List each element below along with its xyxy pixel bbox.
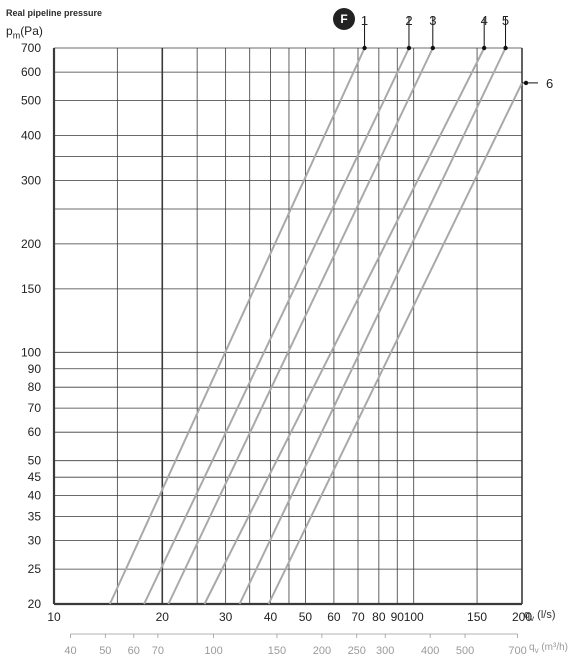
chart-title: Real pipeline pressure (6, 8, 103, 18)
y-tick-label: 25 (28, 562, 42, 576)
secondary-tick-label: 300 (376, 645, 394, 657)
y-tick-label: 90 (28, 362, 42, 376)
secondary-tick-label: 200 (313, 645, 331, 657)
series-line-1 (108, 47, 366, 605)
series-label-6: 6 (546, 76, 553, 91)
x-tick-label: 30 (219, 610, 233, 624)
series-label-1: 1 (361, 13, 368, 28)
secondary-tick-label: 500 (456, 645, 474, 657)
x-axis-unit-secondary: qv (m³/h) (529, 642, 569, 655)
series-line-6 (267, 82, 523, 605)
y-tick-label: 200 (21, 237, 41, 251)
secondary-tick-label: 40 (64, 645, 76, 657)
secondary-tick-label: 60 (128, 645, 140, 657)
series-label-4: 4 (481, 13, 488, 28)
secondary-tick-label: 100 (204, 645, 222, 657)
series-line-4 (203, 47, 486, 605)
x-tick-label: 200 (512, 610, 532, 624)
y-tick-label: 100 (21, 345, 41, 359)
y-tick-label: 40 (28, 489, 42, 503)
f-badge: F (333, 8, 355, 30)
x-tick-label: 20 (156, 610, 170, 624)
x-tick-label: 80 (372, 610, 386, 624)
y-tick-label: 20 (28, 597, 42, 611)
x-tick-label: 50 (299, 610, 313, 624)
series-marker-2 (406, 45, 412, 51)
secondary-tick-label: 150 (268, 645, 286, 657)
series-marker-5 (503, 45, 508, 51)
series-label-2: 2 (405, 13, 412, 28)
secondary-tick-label: 50 (99, 645, 111, 657)
y-tick-label: 300 (21, 174, 41, 188)
y-tick-label: 60 (28, 425, 42, 439)
series-line-3 (167, 47, 434, 605)
series-marker-6 (523, 80, 529, 86)
x-tick-label: 70 (351, 610, 365, 624)
y-tick-label: 80 (28, 380, 42, 394)
y-tick-label: 30 (28, 534, 42, 548)
x-tick-label: 10 (47, 610, 61, 624)
series-label-3: 3 (429, 13, 436, 28)
y-axis-label: pm(Pa) (6, 24, 43, 41)
y-tick-label: 45 (28, 470, 42, 484)
series-marker-1 (362, 45, 367, 51)
x-tick-label: 150 (467, 610, 487, 624)
y-tick-label: 50 (28, 454, 42, 468)
series-marker-4 (481, 45, 487, 51)
secondary-tick-label: 400 (421, 645, 439, 657)
y-tick-label: 150 (21, 282, 41, 296)
x-tick-label: 90 (391, 610, 405, 624)
y-tick-label: 600 (21, 65, 41, 79)
secondary-tick-label: 70 (152, 645, 164, 657)
y-tick-label: 500 (21, 94, 41, 108)
x-tick-label: 60 (327, 610, 341, 624)
x-tick-label: 40 (264, 610, 278, 624)
x-axis-unit-primary: qv (l/s) (524, 609, 556, 624)
series-line-2 (143, 47, 410, 605)
y-tick-label: 400 (21, 129, 41, 143)
series-line-5 (238, 47, 507, 605)
y-tick-label: 700 (21, 41, 41, 55)
series-marker-3 (430, 45, 436, 51)
secondary-tick-label: 700 (508, 645, 526, 657)
y-tick-label: 35 (28, 509, 42, 523)
x-tick-label: 100 (404, 610, 424, 624)
secondary-tick-label: 250 (348, 645, 366, 657)
series-label-5: 5 (502, 13, 509, 28)
y-tick-label: 70 (28, 401, 42, 415)
